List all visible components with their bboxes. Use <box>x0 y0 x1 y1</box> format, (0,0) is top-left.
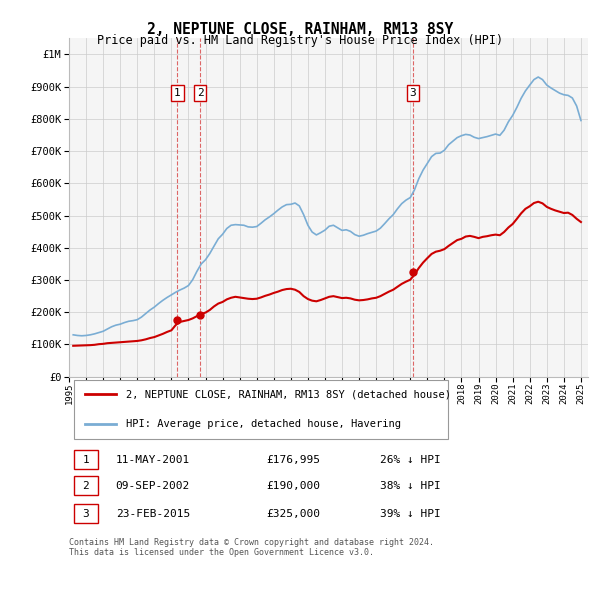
Text: 39% ↓ HPI: 39% ↓ HPI <box>380 509 441 519</box>
Text: 23-FEB-2015: 23-FEB-2015 <box>116 509 190 519</box>
Text: Price paid vs. HM Land Registry's House Price Index (HPI): Price paid vs. HM Land Registry's House … <box>97 34 503 47</box>
FancyBboxPatch shape <box>74 380 448 439</box>
Text: 11-MAY-2001: 11-MAY-2001 <box>116 455 190 465</box>
Text: 2: 2 <box>82 481 89 491</box>
Text: 38% ↓ HPI: 38% ↓ HPI <box>380 481 441 491</box>
Text: HPI: Average price, detached house, Havering: HPI: Average price, detached house, Have… <box>126 419 401 429</box>
Text: 26% ↓ HPI: 26% ↓ HPI <box>380 455 441 465</box>
FancyBboxPatch shape <box>74 450 98 469</box>
Text: 1: 1 <box>82 455 89 465</box>
Text: £176,995: £176,995 <box>266 455 320 465</box>
FancyBboxPatch shape <box>74 476 98 496</box>
Text: £325,000: £325,000 <box>266 509 320 519</box>
Text: 2: 2 <box>197 88 203 98</box>
Text: 2, NEPTUNE CLOSE, RAINHAM, RM13 8SY: 2, NEPTUNE CLOSE, RAINHAM, RM13 8SY <box>147 22 453 37</box>
Text: 1: 1 <box>174 88 181 98</box>
FancyBboxPatch shape <box>74 504 98 523</box>
Text: 3: 3 <box>82 509 89 519</box>
Text: 3: 3 <box>409 88 416 98</box>
Text: 2, NEPTUNE CLOSE, RAINHAM, RM13 8SY (detached house): 2, NEPTUNE CLOSE, RAINHAM, RM13 8SY (det… <box>126 389 451 399</box>
Text: £190,000: £190,000 <box>266 481 320 491</box>
Text: 09-SEP-2002: 09-SEP-2002 <box>116 481 190 491</box>
Text: Contains HM Land Registry data © Crown copyright and database right 2024.
This d: Contains HM Land Registry data © Crown c… <box>69 537 434 557</box>
